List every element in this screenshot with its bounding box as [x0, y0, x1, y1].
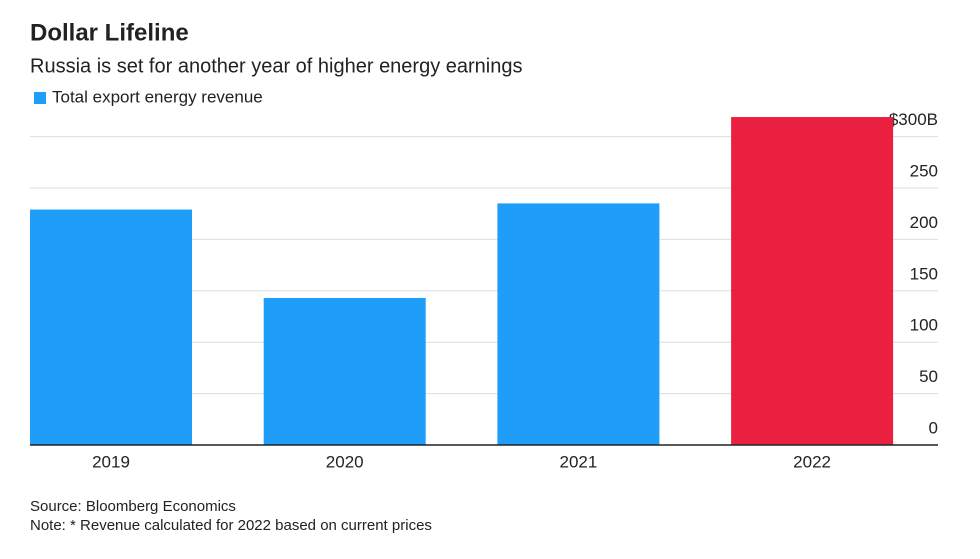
bar	[731, 117, 894, 445]
y-tick-label: 250	[910, 161, 938, 180]
x-tick-label: 2019	[92, 452, 130, 471]
y-tick-label: 200	[910, 213, 938, 232]
chart-title: Dollar Lifeline	[30, 19, 189, 46]
y-tick-label: 100	[910, 316, 938, 335]
legend-label: Total export energy revenue	[52, 87, 263, 106]
source: Source: Bloomberg Economics	[30, 498, 236, 515]
x-tick-label: 2021	[559, 452, 597, 471]
y-tick-label: 150	[910, 264, 938, 283]
legend-swatch	[34, 92, 46, 104]
note: Note: * Revenue calculated for 2022 base…	[30, 517, 432, 534]
y-tick-label: $300B	[889, 110, 938, 129]
x-tick-label: 2022	[793, 452, 831, 471]
bar	[263, 297, 426, 445]
bar	[497, 203, 660, 445]
y-tick-label: 0	[929, 418, 938, 437]
bar	[30, 209, 192, 445]
y-tick-label: 50	[919, 367, 938, 386]
chart-subtitle: Russia is set for another year of higher…	[30, 55, 523, 77]
x-tick-label: 2020	[326, 452, 364, 471]
